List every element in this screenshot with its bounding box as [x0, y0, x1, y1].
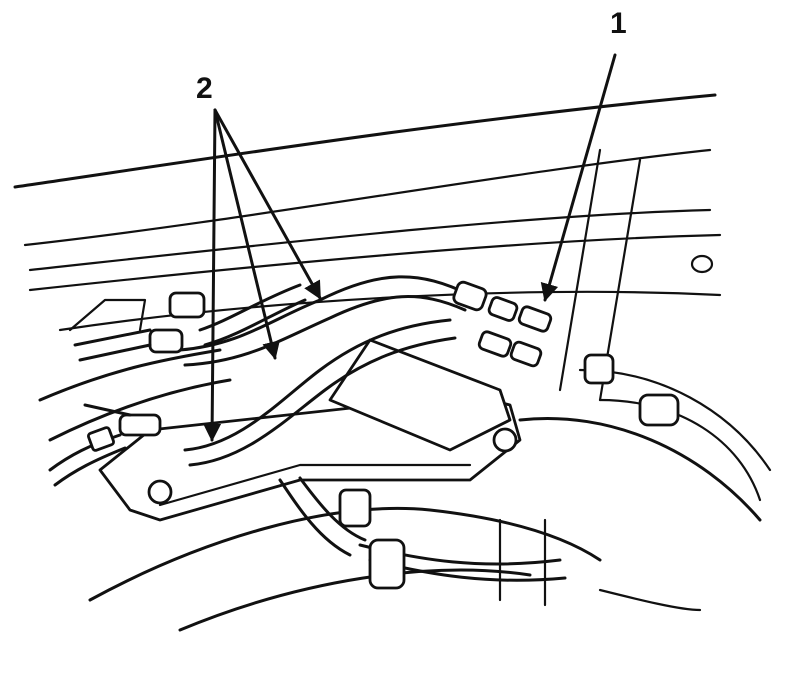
callout-label-1: 1 [610, 7, 627, 40]
leader-1 [540, 53, 617, 302]
engine-body-shapes [38, 348, 772, 632]
leader-2b [213, 108, 280, 360]
leader-2c [203, 108, 222, 442]
callout-leaders [203, 53, 617, 442]
left-cables [48, 298, 152, 487]
callout-label-2: 2 [196, 72, 213, 105]
leader-2a [213, 108, 322, 300]
hose-fittings [118, 280, 680, 590]
